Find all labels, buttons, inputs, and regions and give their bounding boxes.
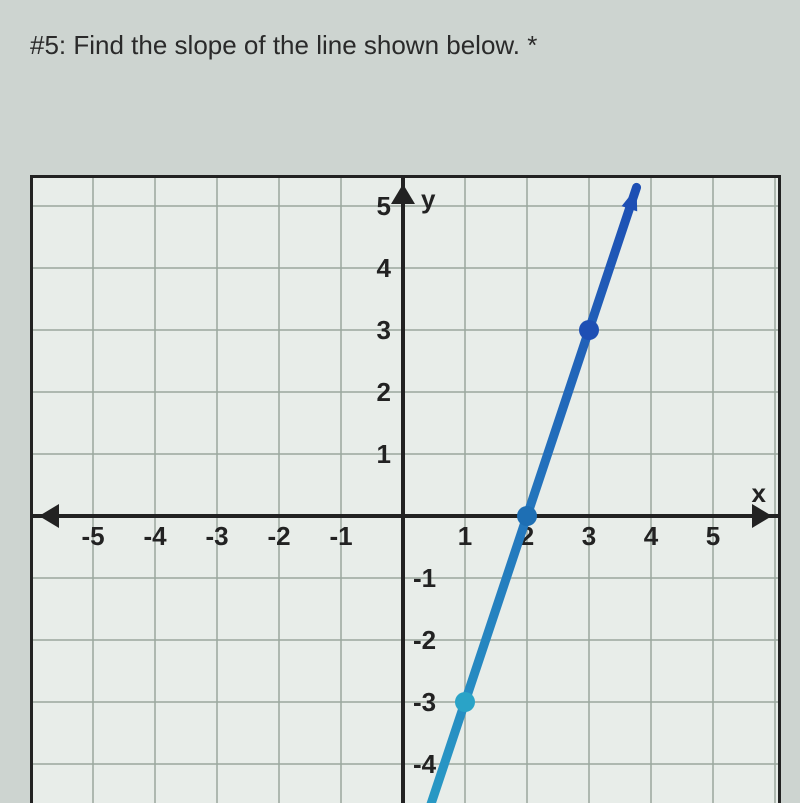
svg-text:1: 1	[377, 439, 391, 469]
svg-text:-2: -2	[413, 625, 436, 655]
svg-text:-3: -3	[205, 521, 228, 551]
svg-text:3: 3	[582, 521, 596, 551]
svg-text:y: y	[421, 184, 436, 214]
svg-text:5: 5	[377, 191, 391, 221]
svg-text:-2: -2	[267, 521, 290, 551]
svg-text:-4: -4	[413, 749, 437, 779]
svg-text:5: 5	[706, 521, 720, 551]
slope-chart: -5-4-3-2-112345-5-4-3-2-112345yx	[30, 175, 781, 803]
question-text: #5: Find the slope of the line shown bel…	[30, 30, 537, 61]
svg-text:4: 4	[377, 253, 392, 283]
svg-text:-1: -1	[413, 563, 436, 593]
svg-text:-4: -4	[143, 521, 167, 551]
svg-text:x: x	[752, 478, 767, 508]
chart-svg: -5-4-3-2-112345-5-4-3-2-112345yx	[33, 178, 778, 803]
svg-text:-5: -5	[81, 521, 104, 551]
svg-text:4: 4	[644, 521, 659, 551]
svg-text:2: 2	[377, 377, 391, 407]
svg-text:-3: -3	[413, 687, 436, 717]
svg-text:-1: -1	[329, 521, 352, 551]
svg-text:1: 1	[458, 521, 472, 551]
svg-text:3: 3	[377, 315, 391, 345]
